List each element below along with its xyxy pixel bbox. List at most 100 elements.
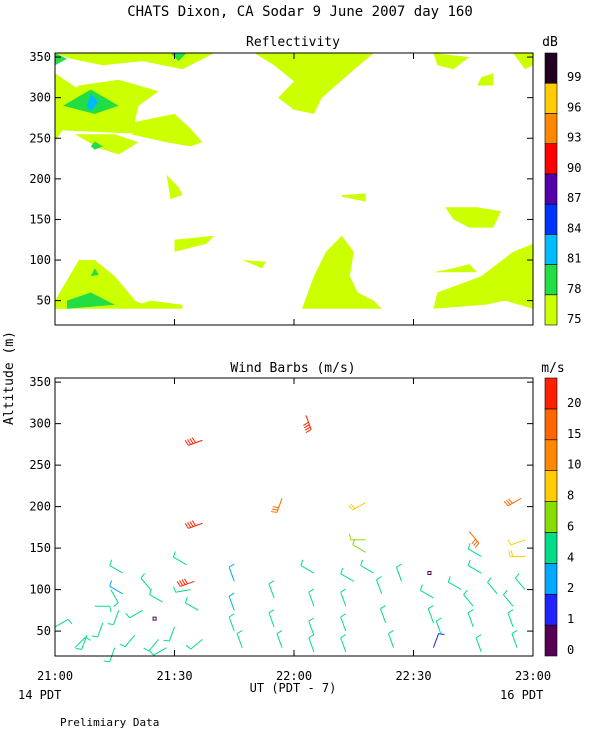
- reflectivity-region-18: [55, 53, 67, 66]
- wind-colorbar-swatch-4: [544, 501, 558, 533]
- y-tick-label-50: 50: [37, 624, 51, 638]
- x-tick-label-1: 21:30: [156, 669, 192, 683]
- reflectivity-colorbar-label-5: 90: [567, 161, 581, 175]
- wind-barb-24: [184, 437, 203, 446]
- y-tick-label-350: 350: [29, 375, 51, 389]
- wind-barb-61: [475, 634, 482, 653]
- wind-barb-63: [503, 589, 514, 607]
- reflectivity-title: Reflectivity: [246, 35, 340, 50]
- wind-barb-62: [487, 577, 498, 595]
- reflectivity-colorbar-label-0: 75: [567, 312, 581, 326]
- wind-barb-30: [268, 580, 275, 599]
- reflectivity-colorbar-label-7: 96: [567, 100, 581, 114]
- reflectivity-colorbar-swatch-7: [544, 82, 558, 114]
- wind-barb-9: [109, 580, 123, 595]
- reflectivity-region-17: [513, 53, 533, 70]
- reflectivity-colorbar-swatch-3: [544, 203, 558, 235]
- reflectivity-region-13: [445, 207, 502, 228]
- wind-barbs: [54, 415, 526, 663]
- y-tick-label-150: 150: [29, 212, 51, 226]
- reflectivity-region-20: [67, 292, 115, 309]
- figure-title: CHATS Dixon, CA Sodar 9 June 2007 day 16…: [127, 4, 473, 20]
- reflectivity-region-6: [254, 53, 374, 114]
- reflectivity-x-ticks: [54, 53, 534, 325]
- wind-y-axis: 50 100 150 200 250 300 350: [29, 375, 533, 638]
- wind-barb-14: [143, 639, 159, 652]
- wind-colorbar-label-4: 6: [567, 519, 574, 533]
- wind-barb-36: [308, 617, 315, 636]
- wind-barb-15: [149, 588, 163, 603]
- wind-barb-52: [427, 605, 434, 623]
- wind-barb-34: [300, 559, 315, 574]
- y-tick-label-200: 200: [29, 500, 51, 514]
- x-tick-label-4: 23:00: [515, 669, 551, 683]
- wind-barb-58: [467, 609, 474, 628]
- reflectivity-region-14: [433, 264, 478, 273]
- reflectivity-colorbar-label-2: 81: [567, 252, 581, 266]
- reflectivity-region-24: [86, 93, 99, 112]
- wind-colorbar-swatch-5: [544, 470, 558, 502]
- x-left-local-label: 14 PDT: [18, 688, 61, 702]
- y-tick-label-200: 200: [29, 172, 51, 186]
- wind-barb-38: [340, 588, 347, 607]
- reflectivity-colorbar-swatch-6: [544, 113, 558, 144]
- wind-barb-56: [468, 531, 480, 549]
- wind-barb-26: [228, 592, 235, 611]
- wind-barb-40: [340, 634, 347, 653]
- wind-barb-42: [352, 538, 366, 553]
- reflectivity-region-12: [433, 243, 533, 309]
- reflectivity-colorbar-label-3: 84: [567, 221, 581, 235]
- wind-colorbar-unit: m/s: [541, 361, 564, 376]
- wind-barb-20: [176, 578, 195, 587]
- wind-colorbar-label-6: 10: [567, 458, 581, 472]
- wind-barb-27: [228, 613, 235, 632]
- wind-barb-11: [125, 609, 143, 619]
- reflectivity-region-22: [90, 141, 103, 150]
- wind-barb-55: [447, 576, 462, 591]
- wind-barb-59: [467, 543, 482, 557]
- wind-colorbar-label-2: 2: [567, 581, 574, 595]
- wind-barb-49: [395, 563, 403, 582]
- reflectivity-colorbar-swatch-4: [544, 173, 558, 205]
- wind-barb-28: [236, 630, 243, 648]
- y-tick-label-100: 100: [29, 253, 51, 267]
- wind-barb-39: [340, 613, 347, 632]
- wind-colorbar-swatch-7: [544, 408, 558, 441]
- wind-barb-43: [348, 533, 366, 541]
- wind-colorbar-swatch-1: [544, 593, 558, 626]
- reflectivity-region-16: [477, 73, 494, 86]
- reflectivity-colorbar-unit: dB: [542, 35, 558, 50]
- reflectivity-region-9: [242, 260, 267, 269]
- wind-barb-7: [107, 610, 120, 625]
- wind-barb-0: [54, 619, 73, 628]
- y-tick-label-350: 350: [29, 50, 51, 64]
- wind-barb-45: [360, 559, 374, 574]
- wind-colorbar-label-0: 0: [567, 643, 574, 657]
- y-tick-label-150: 150: [29, 541, 51, 555]
- wind-colorbar-swatch-8: [544, 377, 558, 410]
- y-tick-label-50: 50: [37, 294, 51, 308]
- wind-barb-37: [308, 634, 315, 653]
- y-tick-label-300: 300: [29, 417, 51, 431]
- wind-barb-25: [228, 563, 235, 582]
- wind-barb-47: [380, 605, 387, 623]
- wind-barb-5: [110, 589, 119, 607]
- wind-barb-65: [511, 630, 518, 648]
- wind-barb-21: [184, 597, 199, 611]
- wind-barb-66: [503, 497, 522, 507]
- wind-barb-44: [348, 502, 366, 511]
- x-tick-label-3: 22:30: [395, 669, 431, 683]
- wind-barb-48: [387, 630, 395, 648]
- wind-colorbar: 0 1 2 4 6 8 10 15 20: [544, 377, 581, 657]
- reflectivity-colorbar-swatch-0: [544, 294, 558, 326]
- wind-barb-23: [184, 520, 203, 529]
- wind-barb-67: [507, 539, 526, 546]
- wind-barb-69: [514, 573, 526, 590]
- reflectivity-colorbar-label-8: 99: [567, 70, 581, 84]
- reflectivity-colorbar-label-6: 93: [567, 131, 581, 145]
- wind-colorbar-label-7: 15: [567, 427, 581, 441]
- reflectivity-colorbar: 75 78 81 84 87 90 93 96 99: [544, 52, 581, 326]
